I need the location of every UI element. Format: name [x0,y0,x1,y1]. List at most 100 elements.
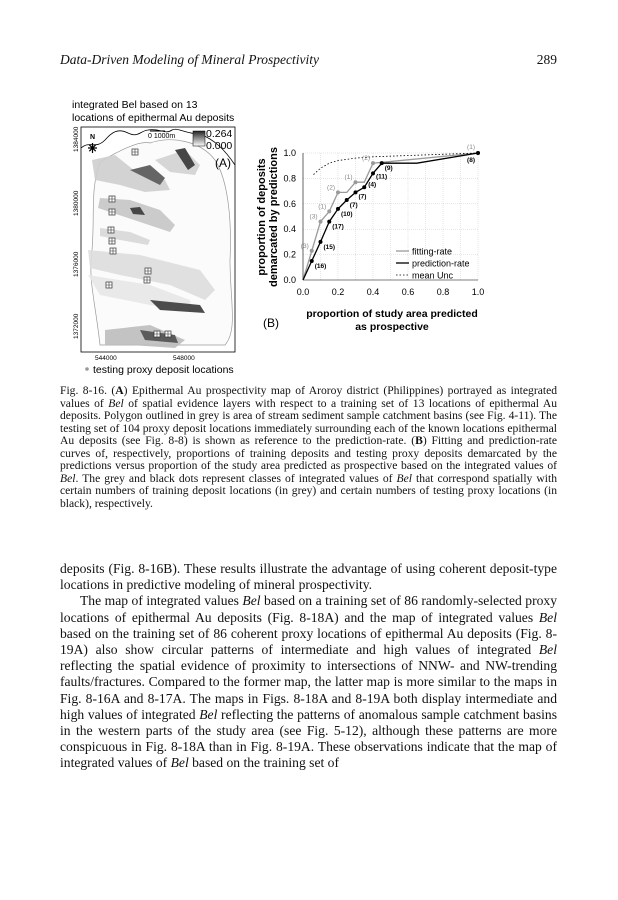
data-point [371,161,375,166]
data-point [362,185,367,190]
map-y-tick: 1380000 [73,190,80,216]
data-point [379,161,384,166]
text-run: Bel [108,396,124,410]
y-tick-label: 0.2 [283,250,296,260]
text-run: based on the training set of [188,755,339,771]
text-run: . The grey and black dots represent clas… [75,471,397,485]
map-y-tick: 1384000 [73,126,80,152]
data-label: (17) [332,224,344,231]
data-point [476,151,480,155]
data-label: (9) [385,165,393,172]
data-label: (1) [345,174,353,181]
panel-label-a: (A) [215,156,231,170]
text-run: reflecting the spatial evidence of proxi… [60,658,557,722]
proxy-deposit-markers [105,148,172,338]
text-run: Bel [170,755,189,771]
data-point [309,258,314,263]
legend-label: fitting-rate [412,247,452,257]
data-label: (3) [301,243,309,250]
chart-points: (3)(3)(1)(2)(1)(2)(1)(16)(15)(17)(10)(7)… [301,144,480,270]
data-point [344,197,349,202]
map-panel: integrated Bel based on 13 locations of … [72,99,236,376]
text-run: The map of integrated values [80,593,243,609]
data-point [309,248,314,253]
text-run: Bel [396,471,412,485]
legend-gradient [192,130,206,147]
x-tick-label: 0.8 [437,287,450,297]
data-point [327,209,332,214]
text-run: Bel [242,593,261,609]
data-label: (2) [362,155,370,162]
map-x-tick: 548000 [173,355,195,362]
running-header-title: Data-Driven Modeling of Mineral Prospect… [60,52,319,67]
body-text: deposits (Fig. 8-16B). These results ill… [60,561,557,772]
north-arrow-icon [88,143,97,153]
text-run: Bel [60,471,76,485]
y-tick-label: 0.0 [283,275,296,285]
series-line-prediction-rate [302,152,479,281]
points-legend-label: testing proxy deposit locations [93,364,234,376]
x-axis-label-line1: proportion of study area predicted [306,308,478,320]
figure-caption: Fig. 8-16. (A) Epithermal Au prospectivi… [60,384,558,510]
data-label: (10) [341,211,353,218]
series-line-mean-unc [313,152,479,175]
text-run: based on a training set of 86 randomly-s… [60,593,557,625]
data-label: (8) [467,157,475,164]
data-label: (7) [359,193,367,200]
data-point [353,180,358,185]
data-label: (16) [315,263,327,270]
chart-axes: 0.0 0.2 0.4 0.6 0.8 1.0 0.0 0.2 0.4 0.6 0.8 1.0 [283,148,484,297]
rate-chart: 0.0 0.2 0.4 0.6 0.8 1.0 0.0 0.2 0.4 0.6 0.8 1.0 (3)… [256,144,484,333]
data-point [327,219,332,224]
scale-label: 0 1000m [148,133,175,140]
text-run: B [415,434,423,448]
map-title-line2: locations of epithermal Au deposits [72,112,234,124]
chart-legend: fitting-rate prediction-rate mean Unc [396,247,470,281]
data-point [371,171,375,176]
legend-label: mean Unc [412,271,454,281]
map-y-tick: 1372000 [73,313,80,339]
data-label: (1) [467,144,475,151]
data-point [318,239,323,244]
text-run: Bel [538,642,557,658]
data-label: (2) [327,184,335,191]
text-run: ) Fitting and prediction-rate curves of,… [60,434,557,473]
text-run: based on the training set of 86 coherent… [60,625,557,658]
x-tick-label: 0.6 [402,287,415,297]
integrated-bel-bands [88,148,215,348]
series-line-fitting-rate [302,152,479,281]
y-axis-label-line2: demarcated by predictions [268,147,280,287]
data-point [336,190,340,195]
y-tick-label: 0.6 [283,199,296,209]
text-run: ) Epithermal Au prospectivity map of Aro… [60,384,558,410]
legend-max: 0.264 [206,128,232,140]
map-title-line1: integrated Bel based on 13 [72,99,198,111]
map-y-tick: 1376000 [73,251,80,277]
data-label: (11) [376,173,387,180]
paragraph: deposits (Fig. 8-16B). These results ill… [60,561,557,593]
x-tick-label: 1.0 [472,287,485,297]
text-run: of spatial evidence layers with respect … [60,396,558,448]
figure-8-16: integrated Bel based on 13 locations of … [72,99,484,376]
text-run: reflecting the patterns of anomalous sam… [60,706,557,771]
text-run: Fig. 8-16. ( [60,384,116,397]
y-tick-label: 0.8 [283,173,296,183]
panel-label-b: (B) [263,316,279,330]
y-tick-label: 0.4 [283,224,296,234]
x-tick-label: 0.0 [297,287,310,297]
paragraph: The map of integrated values Bel based o… [60,593,557,771]
y-axis-label-line1: proportion of deposits [256,158,268,275]
x-tick-label: 0.2 [332,287,345,297]
legend-label: prediction-rate [412,259,470,269]
data-label: (1) [318,203,326,210]
text-run: deposits (Fig. 8-16B). These results ill… [60,561,557,593]
x-tick-label: 0.4 [367,287,380,297]
page-number: 289 [536,52,557,67]
text-run: Bel [538,609,557,625]
data-label: (15) [324,244,336,251]
north-label: N [90,134,95,141]
data-point [336,206,340,211]
proxy-point-legend-icon [85,367,89,371]
text-run: A [115,384,124,397]
data-label: (3) [310,214,318,221]
